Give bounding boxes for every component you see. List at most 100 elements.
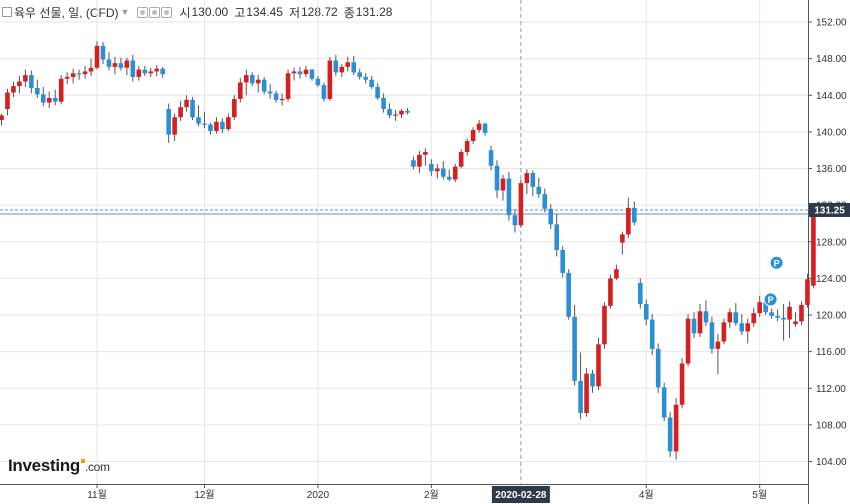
candle[interactable] <box>518 183 524 226</box>
candle[interactable] <box>632 207 637 223</box>
candle[interactable] <box>106 59 112 67</box>
candle[interactable] <box>399 110 404 115</box>
candle[interactable] <box>70 73 76 77</box>
candle[interactable] <box>321 85 327 99</box>
candle[interactable] <box>643 304 649 320</box>
candle[interactable] <box>11 86 16 93</box>
candle[interactable] <box>715 341 721 349</box>
candle[interactable] <box>769 312 774 316</box>
candle[interactable] <box>249 75 255 84</box>
candle[interactable] <box>255 79 261 84</box>
candle[interactable] <box>315 78 321 86</box>
candle[interactable] <box>100 45 106 60</box>
candle[interactable] <box>238 82 243 99</box>
candle[interactable] <box>40 94 46 103</box>
candle[interactable] <box>190 99 195 118</box>
candle[interactable] <box>512 215 518 226</box>
candle[interactable] <box>799 304 804 322</box>
candle[interactable] <box>793 321 798 325</box>
event-marker[interactable] <box>763 292 778 307</box>
candle[interactable] <box>667 417 673 452</box>
candle[interactable] <box>697 311 703 334</box>
candle[interactable] <box>476 123 482 131</box>
candle[interactable] <box>285 73 291 99</box>
candle[interactable] <box>661 387 667 418</box>
candle[interactable] <box>46 97 52 103</box>
candle[interactable] <box>620 234 625 243</box>
candle[interactable] <box>685 318 691 364</box>
candle[interactable] <box>637 282 643 305</box>
candle[interactable] <box>596 344 601 387</box>
candle[interactable] <box>303 69 309 75</box>
event-marker[interactable] <box>769 255 784 270</box>
candle[interactable] <box>29 75 34 88</box>
candle[interactable] <box>148 71 154 74</box>
candle[interactable] <box>733 312 739 324</box>
candle[interactable] <box>435 168 440 172</box>
candle[interactable] <box>345 62 351 67</box>
candle[interactable] <box>781 317 786 320</box>
candle[interactable] <box>23 75 28 82</box>
candle[interactable] <box>208 124 213 131</box>
candle[interactable] <box>154 68 160 72</box>
candle[interactable] <box>727 312 733 323</box>
candle[interactable] <box>554 224 560 250</box>
candle[interactable] <box>745 323 751 332</box>
candle[interactable] <box>166 108 171 135</box>
candle[interactable] <box>232 98 237 118</box>
candle[interactable] <box>751 313 757 324</box>
candle[interactable] <box>626 207 631 235</box>
candle[interactable] <box>333 60 339 73</box>
candle[interactable] <box>584 373 589 413</box>
candle[interactable] <box>214 121 219 131</box>
candle[interactable] <box>64 76 70 79</box>
candle[interactable] <box>261 79 267 92</box>
candle[interactable] <box>58 78 64 102</box>
candle[interactable] <box>811 212 816 286</box>
candle[interactable] <box>458 152 464 167</box>
candle[interactable] <box>142 69 148 74</box>
candle[interactable] <box>709 322 715 349</box>
candle[interactable] <box>381 97 386 109</box>
candle[interactable] <box>578 380 583 413</box>
candle[interactable] <box>488 150 494 166</box>
candle[interactable] <box>273 93 279 100</box>
candle[interactable] <box>805 279 810 305</box>
candle[interactable] <box>160 68 165 75</box>
collapse-icon[interactable] <box>2 7 12 17</box>
candle[interactable] <box>494 165 500 191</box>
candle[interactable] <box>35 87 40 95</box>
candle[interactable] <box>88 67 94 72</box>
candle[interactable] <box>5 92 10 109</box>
candle[interactable] <box>279 98 285 101</box>
candle[interactable] <box>291 71 297 74</box>
candle[interactable] <box>506 178 512 216</box>
compare-icon[interactable] <box>149 6 161 18</box>
candle[interactable] <box>387 108 392 116</box>
candle[interactable] <box>673 404 679 452</box>
candle[interactable] <box>655 348 661 388</box>
candle[interactable] <box>679 363 685 405</box>
candle[interactable] <box>411 160 416 167</box>
candle[interactable] <box>649 319 655 349</box>
chevron-down-icon[interactable]: ▼ <box>120 7 130 17</box>
candle[interactable] <box>429 163 434 172</box>
candle[interactable] <box>351 62 357 73</box>
candle[interactable] <box>202 123 207 125</box>
candle[interactable] <box>369 79 374 88</box>
candle[interactable] <box>530 173 536 187</box>
candle[interactable] <box>178 107 183 118</box>
candle[interactable] <box>775 315 780 318</box>
candle[interactable] <box>375 87 380 98</box>
candle[interactable] <box>464 141 470 153</box>
indicator-icon[interactable] <box>161 6 173 18</box>
settings-icon[interactable] <box>137 6 149 18</box>
candle[interactable] <box>363 76 368 80</box>
candle[interactable] <box>267 91 273 94</box>
candle[interactable] <box>590 373 595 387</box>
candle[interactable] <box>446 176 452 180</box>
candle[interactable] <box>703 311 709 323</box>
candle[interactable] <box>763 302 768 313</box>
candle[interactable] <box>339 66 345 73</box>
